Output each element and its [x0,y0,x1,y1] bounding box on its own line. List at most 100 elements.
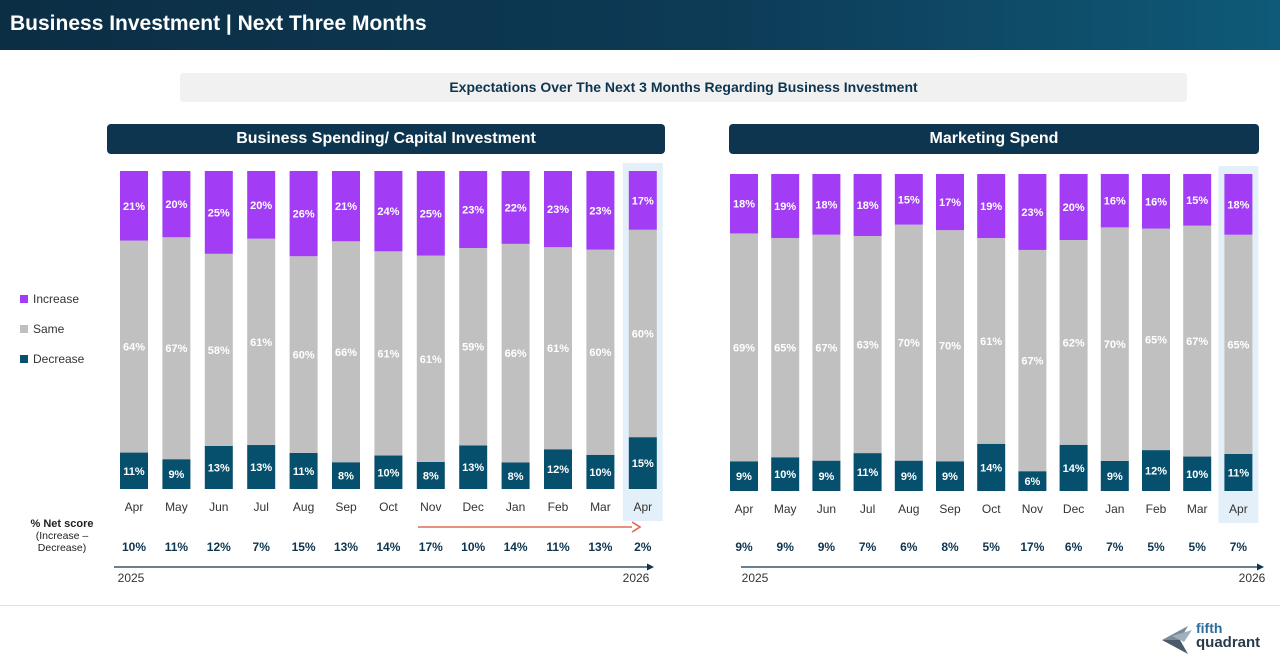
logo-text-fifth: fifth [1196,620,1223,636]
net-score-value: 6% [1065,540,1083,554]
net-score-value: 2% [634,540,652,554]
net-score-value: 9% [777,540,795,554]
data-label-increase: 26% [293,209,315,221]
data-label-decrease: 8% [338,471,354,483]
bar-segment-decrease [628,437,657,489]
data-label-decrease: 14% [980,462,1002,474]
net-score-value: 14% [376,540,400,554]
bar-segment-decrease [501,462,530,489]
data-label-increase: 16% [1145,196,1167,208]
data-label-decrease: 9% [168,469,184,481]
comparison-arrowhead [631,521,642,533]
bar-segment-increase [120,171,148,241]
bar-segment-increase [853,174,882,237]
net-score-value: 7% [1230,540,1248,554]
data-label-decrease: 10% [774,469,796,481]
tick-label-x: Jul [860,502,875,516]
tick-label-x: Jan [1105,502,1124,516]
net-score-value: 7% [1106,540,1124,554]
data-label-increase: 20% [250,200,272,212]
net-score-title: % Net score [30,518,94,530]
bar-segment-same [289,256,318,453]
tick-label-x: Apr [633,500,652,514]
data-label-decrease: 12% [547,464,569,476]
bar-segment-same [204,253,233,446]
bar-segment-same [459,247,488,446]
bar-segment-increase [374,171,403,252]
bar-segment-increase [416,171,445,256]
data-label-increase: 23% [462,204,484,216]
data-label-decrease: 9% [736,471,752,483]
bar-segment-same [1018,249,1047,472]
bar-segment-increase [894,174,923,225]
data-label-increase: 25% [420,208,442,220]
bar-segment-same [586,249,615,455]
tick-label-x: Oct [982,502,1001,516]
bar-segment-decrease [247,445,276,489]
data-label-same: 69% [733,342,755,354]
bar-segment-decrease [853,453,882,491]
legend-label: Same [33,322,65,336]
tick-label-x: Apr [735,502,754,516]
bar-segment-same [247,238,276,446]
bar-segment-same [1100,227,1129,461]
panel-title-business-spending: Business Spending/ Capital Investment [107,124,665,154]
data-label-decrease: 11% [857,467,879,479]
bar-segment-increase [204,171,233,254]
data-label-increase: 23% [1021,207,1043,219]
data-label-increase: 19% [980,201,1002,213]
bar-segment-increase [812,174,841,235]
legend: Increase Same Decrease [20,284,84,374]
header-bar: Business Investment | Next Three Months [0,0,1280,50]
data-label-decrease: 12% [1145,466,1167,478]
bar-segment-same [1142,228,1170,451]
data-label-same: 61% [420,354,442,366]
bar-segment-increase [771,174,800,239]
bar-segment-decrease [416,461,445,489]
bar-segment-decrease [204,445,233,489]
bar-segment-decrease [812,460,841,491]
bar-segment-same [812,234,841,461]
bar-segment-same [730,233,758,462]
data-label-decrease: 11% [1228,467,1250,479]
bar-segment-same [501,243,530,463]
net-score-value: 10% [461,540,485,554]
data-label-same: 61% [250,337,272,349]
bar-segment-decrease [1059,444,1088,491]
data-label-decrease: 14% [1063,463,1085,475]
bar-segment-decrease [332,462,360,489]
chart-subtitle: Expectations Over The Next 3 Months Rega… [180,73,1187,102]
data-label-decrease: 10% [1186,469,1208,481]
data-label-increase: 22% [505,202,527,214]
footer-divider [0,605,1280,606]
time-axis-arrowhead [647,563,654,571]
bar-segment-decrease [1142,450,1170,491]
legend-swatch-same [20,325,28,333]
data-label-same: 61% [547,343,569,355]
net-score-value: 7% [859,540,877,554]
bar-segment-same [416,255,445,462]
data-label-increase: 19% [774,201,796,213]
data-label-decrease: 9% [901,471,917,483]
year-label-end: 2026 [1239,571,1266,585]
tick-label-x: Feb [1146,502,1167,516]
data-label-increase: 18% [857,200,879,212]
bar-segment-increase [977,174,1006,239]
bar-segment-decrease [459,445,488,489]
bar-segment-increase [936,174,964,231]
data-label-decrease: 13% [250,462,272,474]
bar-segment-decrease [936,461,964,491]
net-score-value: 12% [207,540,231,554]
data-label-same: 70% [1104,339,1126,351]
bar-segment-same [1224,234,1253,454]
data-label-same: 67% [1186,336,1208,348]
data-label-increase: 21% [123,201,145,213]
tick-label-x: Aug [898,502,919,516]
data-label-decrease: 13% [462,462,484,474]
data-label-same: 66% [335,347,357,359]
legend-item-same: Same [20,314,84,344]
data-label-increase: 17% [632,195,654,207]
tick-label-x: May [165,500,188,514]
tick-label-x: Sep [335,500,357,514]
data-label-same: 65% [1145,334,1167,346]
